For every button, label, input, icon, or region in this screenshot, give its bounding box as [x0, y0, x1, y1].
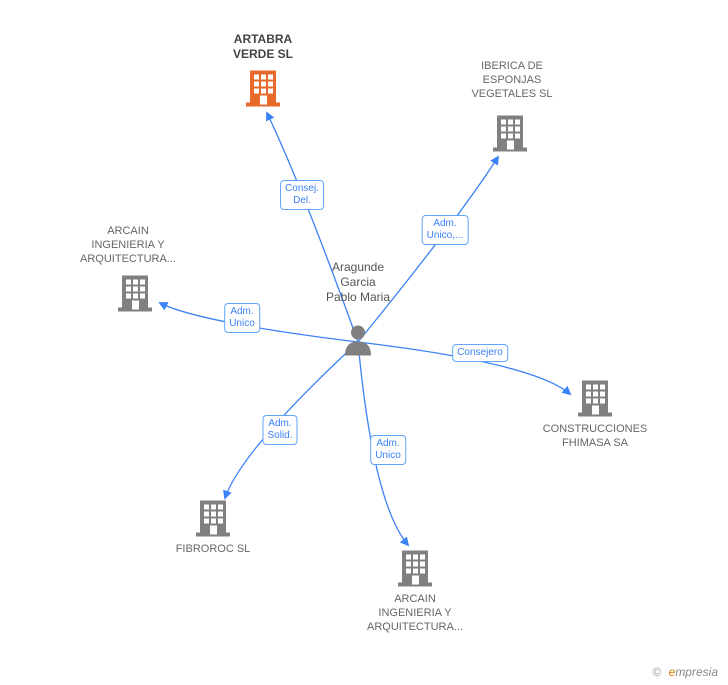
center-label: Aragunde Garcia Pablo Maria [326, 260, 390, 305]
edge-label-iberica: Adm. Unico,... [422, 215, 469, 245]
building-icon-arcain2[interactable] [398, 549, 432, 592]
node-label-fibroroc: FIBROROC SL [176, 543, 251, 557]
building-icon-arcain1[interactable] [118, 274, 152, 317]
node-label-arcain2: ARCAIN INGENIERIA Y ARQUITECTURA... [367, 593, 463, 634]
copyright-symbol: © [652, 665, 661, 679]
edge-label-fibroroc: Adm. Solid. [262, 415, 297, 445]
brand-rest: mpresia [675, 665, 718, 679]
node-label-construcciones: CONSTRUCCIONES FHIMASA SA [543, 423, 648, 451]
building-icon-fibroroc[interactable] [196, 499, 230, 542]
building-icon-construcciones[interactable] [578, 379, 612, 422]
edge-iberica [358, 157, 498, 342]
edge-label-arcain2: Adm. Unico [370, 435, 406, 465]
edge-label-construcciones: Consejero [452, 344, 508, 362]
footer-credit: © empresia [652, 665, 718, 679]
person-icon[interactable] [343, 324, 373, 361]
node-label-artabra: ARTABRA VERDE SL [233, 32, 293, 62]
edge-label-artabra: Consej. Del. [280, 180, 324, 210]
building-icon-artabra[interactable] [246, 69, 280, 112]
node-label-arcain1: ARCAIN INGENIERIA Y ARQUITECTURA... [80, 225, 176, 266]
edge-label-arcain1: Adm. Unico [224, 303, 260, 333]
edge-artabra [267, 113, 358, 342]
node-label-iberica: IBERICA DE ESPONJAS VEGETALES SL [471, 60, 552, 101]
building-icon-iberica[interactable] [493, 114, 527, 157]
